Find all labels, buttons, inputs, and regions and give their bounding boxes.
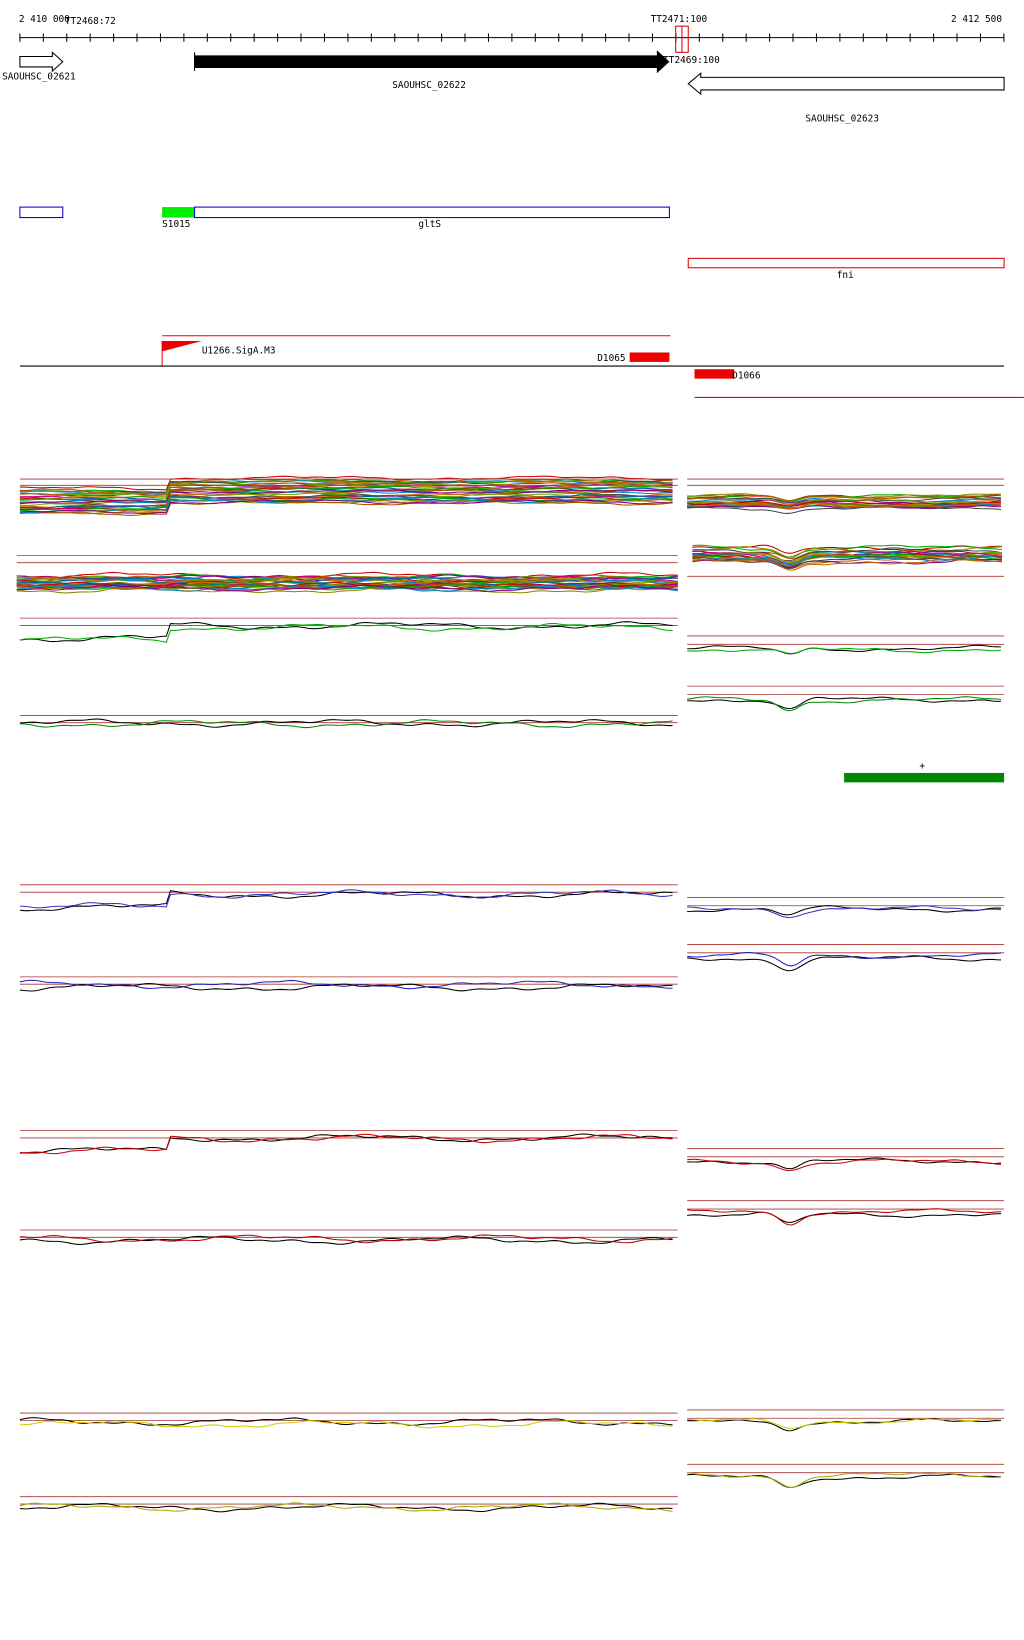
track-line xyxy=(19,1502,673,1513)
track-line xyxy=(16,581,678,589)
track-line xyxy=(16,577,678,585)
track-line xyxy=(687,500,1001,507)
track-line xyxy=(19,889,673,909)
promoter xyxy=(162,340,202,352)
track-line xyxy=(687,1157,1002,1170)
track-line xyxy=(19,482,673,498)
marker-label: TT2471:100 xyxy=(651,14,708,25)
ruler-start: 2 410 000 xyxy=(19,14,70,25)
track-line xyxy=(687,1472,1002,1489)
track-line xyxy=(19,499,673,514)
gene-arrow xyxy=(19,51,64,73)
track-line xyxy=(687,1208,1002,1226)
track-line xyxy=(19,1420,673,1429)
track-line xyxy=(16,584,678,592)
ruler-ticks xyxy=(19,33,1005,42)
track-line xyxy=(19,890,673,912)
feature-box xyxy=(19,206,64,219)
track-line xyxy=(19,622,673,643)
gene-arrow xyxy=(687,72,1005,96)
strand-bar xyxy=(844,772,1005,783)
track-line xyxy=(687,1473,1001,1489)
gene-label: SAOUHSC_02621 xyxy=(2,71,76,82)
track-line xyxy=(19,719,673,729)
marker-label: TT2468:72 xyxy=(65,16,116,27)
track-line xyxy=(19,982,673,992)
track-line xyxy=(687,647,1002,655)
track-line xyxy=(19,1235,673,1245)
expression-tracks xyxy=(16,475,1005,1513)
track-line xyxy=(16,582,678,590)
feature-box xyxy=(194,206,670,219)
track-line xyxy=(19,475,673,491)
track-line xyxy=(687,1158,1002,1172)
ruler-end: 2 412 500 xyxy=(951,14,1002,25)
feature-label: gltS xyxy=(418,219,441,230)
track-line xyxy=(16,578,678,587)
track-line xyxy=(16,584,678,592)
track-line xyxy=(687,905,1002,919)
track-line xyxy=(687,1418,1001,1429)
track-line xyxy=(692,547,1003,562)
track-line xyxy=(19,1502,673,1512)
feature-label: S1015 xyxy=(162,219,190,230)
track-line xyxy=(687,502,1002,510)
track-line xyxy=(692,550,1003,565)
feature-label: U1266.SigA.M3 xyxy=(202,346,276,357)
track-line xyxy=(692,544,1003,558)
track-line xyxy=(687,696,1002,712)
track-line xyxy=(687,496,1002,506)
marker-label: TT2469:100 xyxy=(663,55,720,66)
feature-box xyxy=(687,257,1005,269)
track-line xyxy=(19,489,673,505)
strand-label: + xyxy=(919,761,925,772)
track-line xyxy=(19,500,673,516)
track-line xyxy=(19,979,673,990)
track-line xyxy=(692,558,1003,571)
track-line xyxy=(19,494,673,510)
track-line xyxy=(19,488,673,505)
feature-box xyxy=(162,207,195,218)
terminator xyxy=(694,369,735,379)
gene-arrow xyxy=(194,50,670,74)
track-line xyxy=(687,644,1001,655)
track-line xyxy=(19,489,673,504)
track-line xyxy=(19,485,673,501)
track-line xyxy=(687,505,1002,514)
track-line xyxy=(19,1133,673,1154)
feature-label: D1065 xyxy=(597,353,625,364)
track-line xyxy=(687,951,1002,967)
feature-label: D1066 xyxy=(732,371,761,382)
gene-label: SAOUHSC_02622 xyxy=(392,80,466,91)
terminator xyxy=(629,352,670,362)
track-line xyxy=(16,571,678,580)
track-line xyxy=(687,696,1001,710)
track-line xyxy=(687,1211,1001,1223)
track-line xyxy=(19,1234,673,1244)
track-line xyxy=(687,1418,1001,1432)
track-line xyxy=(692,555,1003,569)
feature-label: fni xyxy=(837,270,854,281)
track-line xyxy=(687,905,1001,916)
track-line xyxy=(692,555,1003,570)
gene-label: SAOUHSC_02623 xyxy=(805,113,879,124)
track-line xyxy=(19,1133,673,1155)
track-line xyxy=(687,955,1001,972)
track-line xyxy=(19,718,673,728)
